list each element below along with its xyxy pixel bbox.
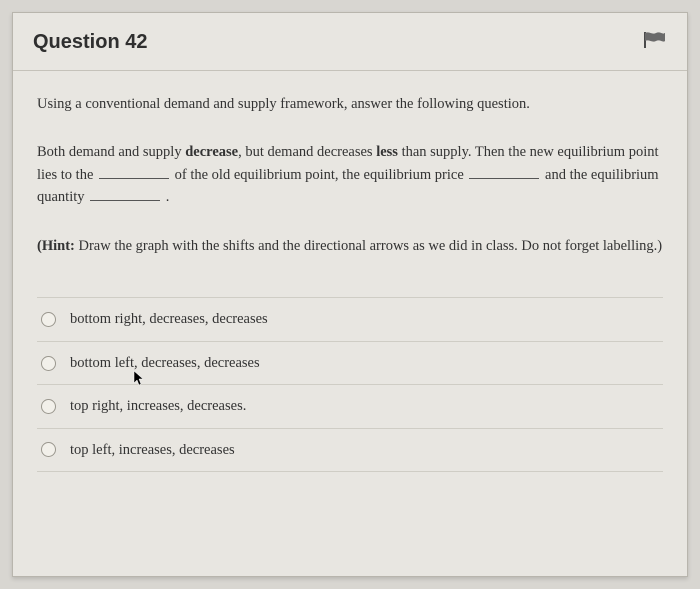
option-label: top left, increases, decreases [70, 439, 235, 461]
stem-text-6: . [162, 189, 169, 205]
stem-bold-2: less [376, 144, 398, 160]
option-row[interactable]: top right, increases, decreases. [37, 385, 663, 428]
hint-label: (Hint: [37, 238, 75, 254]
radio-icon[interactable] [41, 356, 56, 371]
option-row[interactable]: top left, increases, decreases [37, 429, 663, 472]
hint-text: Draw the graph with the shifts and the d… [75, 238, 662, 254]
option-label: top right, increases, decreases. [70, 395, 246, 417]
question-card: Question 42 Using a conventional demand … [12, 12, 688, 577]
blank-2 [469, 164, 539, 179]
question-header: Question 42 [13, 13, 687, 71]
hint-paragraph: (Hint: Draw the graph with the shifts an… [37, 235, 663, 257]
question-stem: Both demand and supply decrease, but dem… [37, 141, 663, 208]
question-title: Question 42 [33, 31, 147, 54]
radio-icon[interactable] [41, 442, 56, 457]
option-label: bottom right, decreases, decreases [70, 308, 268, 330]
stem-text-4: of the old equilibrium point, the equili… [171, 167, 467, 183]
flag-icon[interactable] [643, 31, 667, 54]
blank-1 [99, 164, 169, 179]
intro-text: Using a conventional demand and supply f… [37, 93, 663, 115]
option-label: bottom left, decreases, decreases [70, 352, 260, 374]
option-row[interactable]: bottom right, decreases, decreases [37, 297, 663, 341]
radio-icon[interactable] [41, 399, 56, 414]
blank-3 [90, 187, 160, 202]
stem-bold-1: decrease [185, 144, 238, 160]
stem-text: Both demand and supply [37, 144, 185, 160]
options-list: bottom right, decreases, decreases botto… [37, 297, 663, 472]
radio-icon[interactable] [41, 312, 56, 327]
option-row[interactable]: bottom left, decreases, decreases [37, 342, 663, 385]
stem-text-2: , but demand decreases [238, 144, 376, 160]
question-body: Using a conventional demand and supply f… [13, 71, 687, 482]
